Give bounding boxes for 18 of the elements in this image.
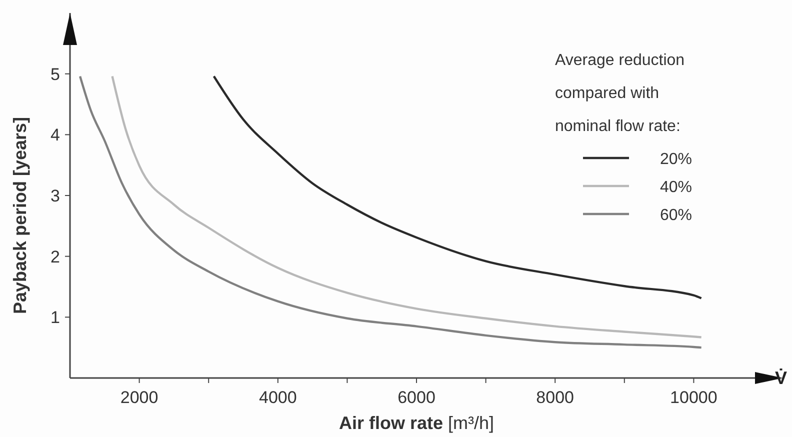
y-tick-label: 4 xyxy=(50,126,60,145)
line-series xyxy=(212,75,702,300)
legend-label: 60% xyxy=(660,207,692,224)
x-tick-label: 10000 xyxy=(670,388,718,407)
y-tick-label: 3 xyxy=(50,186,60,206)
text: V̇ xyxy=(775,368,788,388)
x-tick-label: 8000 xyxy=(536,388,574,407)
y-tick-label: 5 xyxy=(50,64,60,84)
x-tick-label: 2000 xyxy=(120,388,158,407)
y-tick-label: 1 xyxy=(50,308,60,328)
legend-title: Average reduction compared with nominal flow rate: xyxy=(555,52,685,135)
x-axis-title: Air flow rate [m³/h] xyxy=(338,413,494,433)
y-tick-label: 2 xyxy=(50,247,60,266)
x-tick-label: 4000 xyxy=(258,388,297,407)
x-tick-label: 6000 xyxy=(398,388,436,407)
legend-label: 40% xyxy=(660,179,692,196)
y-axis-title: Payback period [years] xyxy=(10,116,30,314)
legend-label: 20% xyxy=(660,151,692,168)
